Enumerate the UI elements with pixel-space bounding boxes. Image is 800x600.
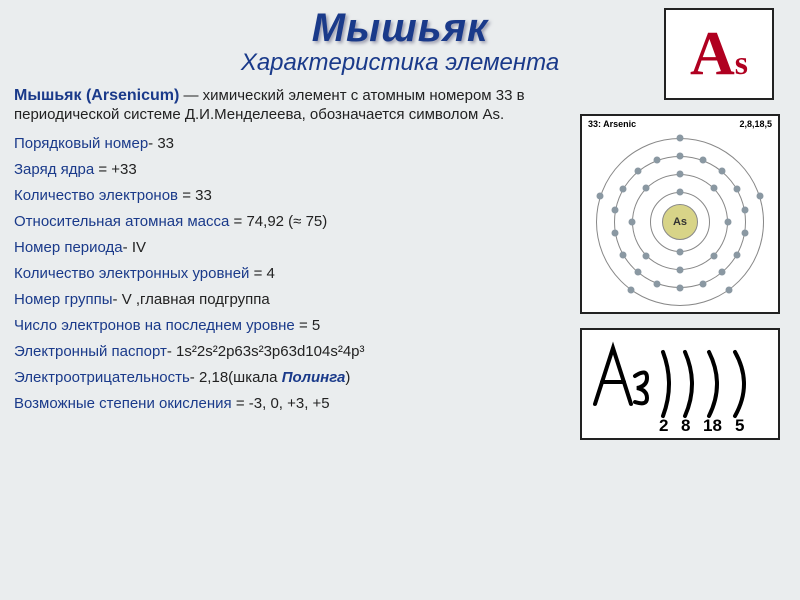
property-value: 4 [267, 265, 275, 282]
property-label: Номер периода [14, 239, 123, 256]
content-column: Мышьяк (Arsenicum) — химический элемент … [14, 86, 554, 421]
symbol-letter-s: s [735, 45, 748, 82]
property-sep: = [236, 395, 249, 412]
property-row: Электроотрицательность- 2,18(шкала Полин… [14, 369, 554, 386]
property-value: 33 [157, 135, 174, 152]
property-value: 33 [195, 187, 212, 204]
property-sep: - [148, 135, 157, 152]
property-value: 1s²2s²2p63s²3p63d104s²4p³ [176, 343, 364, 360]
atom-electron [597, 192, 604, 199]
atom-electron [677, 134, 684, 141]
property-sep: = [299, 317, 312, 334]
property-label: Количество электронов [14, 187, 182, 204]
shell-count-1: 2 [659, 416, 668, 434]
property-sep: - [167, 343, 176, 360]
property-value: 74,92 (≈ 75) [246, 213, 327, 230]
property-row: Количество электронных уровней = 4 [14, 265, 554, 282]
property-sep: - [113, 291, 122, 308]
property-sep: = [254, 265, 267, 282]
intro-paragraph: Мышьяк (Arsenicum) — химический элемент … [14, 86, 554, 125]
atom-header-left: 33: Arsenic [588, 119, 636, 129]
property-row: Порядковый номер- 33 [14, 135, 554, 152]
property-value: V ,главная подгруппа [122, 291, 270, 308]
property-label: Порядковый номер [14, 135, 148, 152]
property-value: 5 [312, 317, 320, 334]
side-column: As 33: Arsenic 2,8,18,5 As [580, 8, 780, 454]
intro-lead: Мышьяк (Arsenicum) [14, 87, 179, 104]
shell-count-2: 8 [681, 416, 690, 434]
symbol-letter-a: A [690, 20, 735, 88]
property-label: Электронный паспорт [14, 343, 167, 360]
property-row: Относительная атомная масса = 74,92 (≈ 7… [14, 213, 554, 230]
property-label: Количество электронных уровней [14, 265, 254, 282]
property-label: Число электронов на последнем уровне [14, 317, 299, 334]
property-row: Заряд ядра = +33 [14, 161, 554, 178]
atom-electron [627, 286, 634, 293]
property-value: 2,18(шкала [199, 369, 282, 386]
property-link[interactable]: Полинга [282, 369, 346, 386]
property-sep: = [182, 187, 195, 204]
property-sep: - [123, 239, 132, 256]
property-sep: - [190, 369, 199, 386]
property-row: Электронный паспорт- 1s²2s²2p63s²3p63d10… [14, 343, 554, 360]
shell-count-4: 5 [735, 416, 744, 434]
atom-electron [726, 286, 733, 293]
shell-count-3: 18 [703, 416, 722, 434]
property-row: Число электронов на последнем уровне = 5 [14, 317, 554, 334]
atom-header-right: 2,8,18,5 [739, 119, 772, 129]
atom-electron [756, 192, 763, 199]
property-sep: = [234, 213, 247, 230]
property-row: Номер периода- IV [14, 239, 554, 256]
atom-diagram-box: 33: Arsenic 2,8,18,5 As [580, 114, 780, 314]
atom-diagram: As [595, 137, 765, 307]
property-row: Возможные степени окисления = -3, 0, +3,… [14, 395, 554, 412]
symbol-box: As [664, 8, 774, 100]
property-row: Номер группы- V ,главная подгруппа [14, 291, 554, 308]
property-row: Количество электронов = 33 [14, 187, 554, 204]
property-value: IV [132, 239, 146, 256]
property-label: Электроотрицательность [14, 369, 190, 386]
property-label: Номер группы [14, 291, 113, 308]
property-value: -3, 0, +3, +5 [249, 395, 330, 412]
element-symbol-large: As [690, 23, 748, 85]
property-label: Возможные степени окисления [14, 395, 236, 412]
property-tail: ) [345, 369, 350, 386]
property-sep: = [98, 161, 111, 178]
property-label: Относительная атомная масса [14, 213, 234, 230]
property-value: +33 [111, 161, 136, 178]
atom-shell [596, 138, 764, 306]
property-label: Заряд ядра [14, 161, 98, 178]
shell-sketch-box: 2 8 18 5 [580, 328, 780, 440]
shell-sketch: 2 8 18 5 [585, 334, 775, 434]
